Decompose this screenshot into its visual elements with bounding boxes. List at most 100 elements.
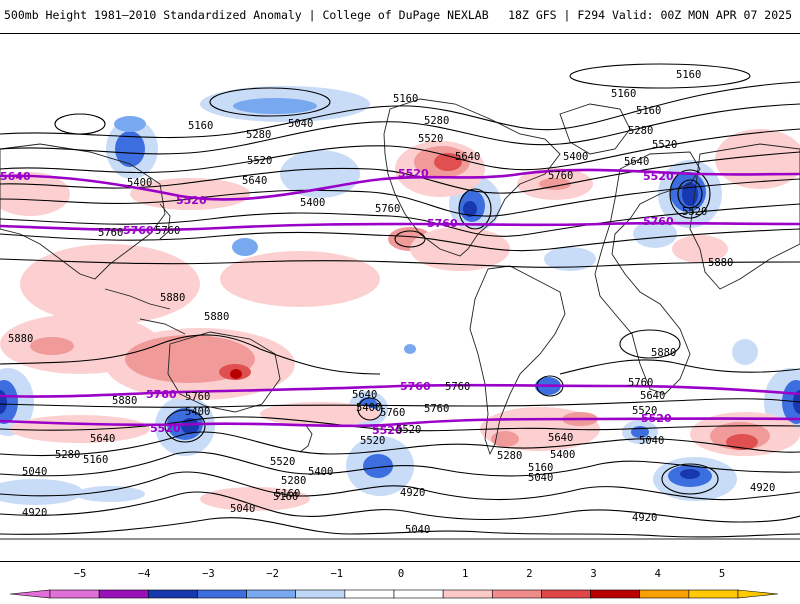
purple-label: 5520 <box>176 194 207 207</box>
contour-label: 5160 <box>188 120 213 132</box>
contour-label: 5520 <box>360 435 385 447</box>
contour-label: 5760 <box>98 227 123 239</box>
contour-label: 5760 <box>424 403 449 415</box>
colorbar-segment <box>49 589 100 599</box>
map-panel: 5640 5520 5760 5520 5760 5520 5760 5760 … <box>0 33 800 562</box>
colorbar-tick-label: 0 <box>397 568 405 580</box>
colorbar-segment <box>246 589 297 599</box>
contour-label: 5880 <box>708 257 733 269</box>
contour-label: 5760 <box>445 381 470 393</box>
contour-label: 5880 <box>112 395 137 407</box>
contour-label: 5520 <box>418 133 443 145</box>
map-canvas: 5640 5520 5760 5520 5760 5520 5760 5760 … <box>0 63 800 540</box>
contour-label: 5280 <box>497 450 522 462</box>
colorbar-segment <box>197 589 247 599</box>
purple-label: 5760 <box>427 217 458 230</box>
colorbar-segment <box>442 589 493 599</box>
colorbar-segment <box>147 589 198 599</box>
colorbar-tick-label: −1 <box>330 568 344 580</box>
contour-label: 5400 <box>300 197 325 209</box>
purple-label: 5520 <box>150 422 181 435</box>
contour-label: 5760 <box>375 203 400 215</box>
contour-label: 5520 <box>682 206 707 218</box>
contour-label: 5280 <box>424 115 449 127</box>
contour-label: 5280 <box>246 129 271 141</box>
contour-label: 4920 <box>22 507 47 519</box>
contour-label: 5160 <box>611 88 636 100</box>
contour-label: 4920 <box>400 487 425 499</box>
colorbar-max-arrow <box>737 589 779 599</box>
colorbar-segment <box>344 589 395 599</box>
contour-label: 5160 <box>528 462 553 474</box>
colorbar-tick-label: 2 <box>526 568 533 580</box>
contour-label: 5160 <box>273 491 298 503</box>
contour-label: 5040 <box>639 435 664 447</box>
purple-label: 5520 <box>643 170 674 183</box>
contour-label: 5400 <box>550 449 575 461</box>
contour-label: 5160 <box>83 454 108 466</box>
map-header: 500mb Height 1981–2010 Standardized Anom… <box>0 0 800 30</box>
contour-label: 5640 <box>352 389 377 401</box>
contour-label: 5640 <box>640 390 665 402</box>
contour-label: 5280 <box>281 475 306 487</box>
purple-label: 5760 <box>123 224 154 237</box>
colorbar-tick-label: −2 <box>266 568 279 580</box>
contour-label: 5760 <box>185 391 210 403</box>
contour-label: 5640 <box>548 432 573 444</box>
colorbar-segment <box>590 589 641 599</box>
contour-labels: 5160 5160 5160 5160 5040 5280 5280 5520 … <box>8 69 775 536</box>
contour-label: 5040 <box>230 503 255 515</box>
contour-label: 5640 <box>455 151 480 163</box>
purple-contour-labels: 5640 5520 5760 5520 5760 5520 5760 5760 … <box>0 167 674 437</box>
purple-label: 5640 <box>0 170 31 183</box>
colorbar-segment <box>639 589 690 599</box>
colorbar-tick-label: −3 <box>202 568 215 580</box>
contour-label: 5520 <box>270 456 295 468</box>
colorbar-tick-label: 1 <box>462 568 469 580</box>
contour-label: 5400 <box>308 466 333 478</box>
contour-label: 5880 <box>160 292 185 304</box>
contour-label: 5760 <box>628 377 653 389</box>
contour-label: 5880 <box>8 333 33 345</box>
colorbar-bar <box>9 589 779 599</box>
contour-label: 5400 <box>356 402 381 414</box>
contour-label: 5040 <box>22 466 47 478</box>
contour-label: 5160 <box>636 105 661 117</box>
purple-label: 5520 <box>641 412 672 425</box>
contour-label: 5160 <box>275 488 300 500</box>
contour-label: 5280 <box>55 449 80 461</box>
coastlines <box>0 98 800 540</box>
model-run-info: 18Z GFS | F294 Valid: 00Z MON APR 07 202… <box>508 8 792 22</box>
colorbar-tick-label: −5 <box>73 568 87 580</box>
contour-label: 5760 <box>548 170 573 182</box>
contour-label: 5400 <box>563 151 588 163</box>
contour-label: 5520 <box>632 405 657 417</box>
contour-label: 5040 <box>288 118 313 130</box>
negative-anomaly-shading <box>0 86 800 505</box>
contour-label: 5520 <box>396 424 421 436</box>
contour-label: 5280 <box>628 125 653 137</box>
colorbar-tick-label: 5 <box>718 568 726 580</box>
colorbar-segment <box>541 589 591 599</box>
colorbar-tick-label: 3 <box>590 568 597 580</box>
contour-label: 5040 <box>405 524 430 536</box>
colorbar-segment <box>393 589 444 599</box>
contour-label: 5160 <box>393 93 418 105</box>
contour-label: 5400 <box>127 177 152 189</box>
colorbar-segment <box>295 589 346 599</box>
contour-label: 4920 <box>632 512 657 524</box>
contour-label: 5640 <box>90 433 115 445</box>
purple-label: 5520 <box>372 424 403 437</box>
contour-label: 5760 <box>380 407 405 419</box>
purple-contours <box>0 168 800 428</box>
contour-label: 5520 <box>652 139 677 151</box>
purple-label: 5760 <box>400 380 431 393</box>
map-title: 500mb Height 1981–2010 Standardized Anom… <box>4 8 489 22</box>
colorbar-segment <box>491 589 542 599</box>
contour-label: 5400 <box>185 406 210 418</box>
contour-label: 5880 <box>651 347 676 359</box>
purple-label: 5760 <box>643 215 674 228</box>
colorbar-tick-label: −4 <box>137 568 151 580</box>
contour-label: 5640 <box>624 156 649 168</box>
colorbar-segment <box>688 589 739 599</box>
